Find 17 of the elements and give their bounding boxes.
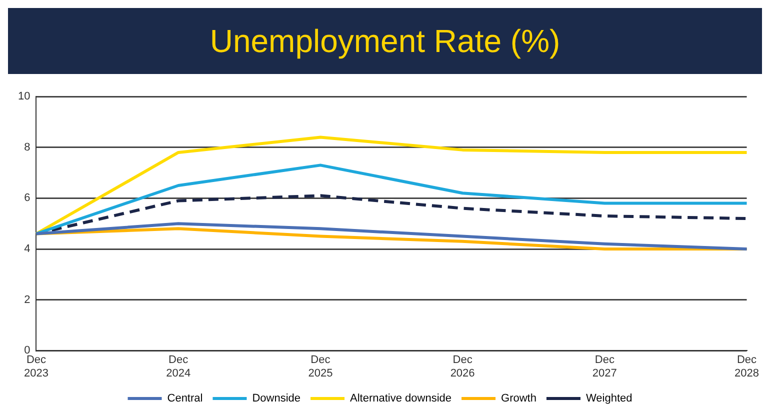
legend-label: Alternative downside [350,392,452,405]
y-tick-label: 10 [18,90,30,103]
chart-title: Unemployment Rate (%) [8,8,762,74]
y-tick-label: 2 [24,294,30,306]
y-tick-label: 8 [24,141,30,154]
x-tick-label: Dec 2025 [308,354,333,380]
y-tick-label: 6 [24,192,30,204]
x-tick-label: Dec 2028 [734,354,760,380]
x-tick-label: Dec 2026 [450,354,475,380]
legend-label: Downside [252,392,301,405]
legend-label: Growth [501,392,536,405]
legend-label: Weighted [586,392,632,405]
y-tick-label: 4 [24,243,30,256]
legend-label: Central [167,392,203,405]
x-tick-label: Dec 2024 [166,354,191,380]
x-tick-label: Dec 2023 [24,354,48,380]
x-tick-label: Dec 2027 [592,354,617,380]
